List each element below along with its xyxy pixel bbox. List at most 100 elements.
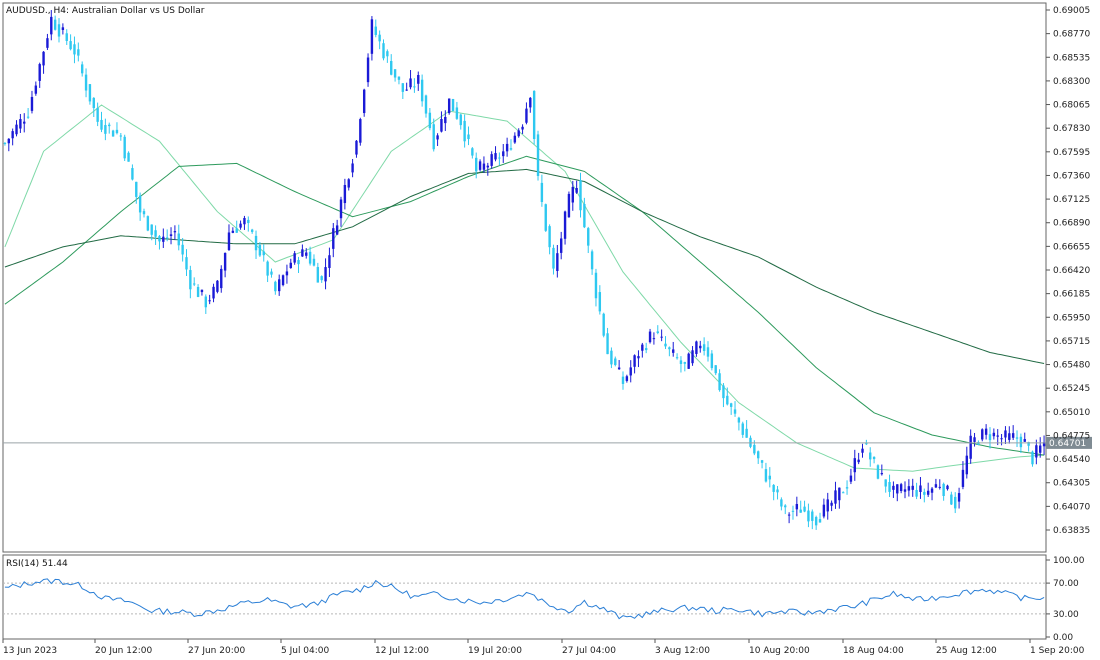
candle-body [339,199,343,219]
candle-body [911,485,914,490]
candle-body [328,255,331,268]
candle-body [818,519,822,523]
candle-body [15,124,18,135]
candle-body [714,365,717,374]
candle-body [625,376,629,381]
candle-body [784,505,787,508]
candle-body [212,286,215,299]
candle-body [77,49,80,56]
candle-body [332,228,335,249]
candle-body [668,347,671,350]
candle-body [857,459,860,463]
candle-body [177,233,180,246]
price-label-box [1046,436,1092,449]
candle-body [278,279,281,292]
candle-body [602,313,605,336]
candle-body [366,57,370,83]
candle-body [324,267,327,282]
candle-body [50,16,53,35]
candle-body [950,494,953,505]
candle-body [196,286,200,297]
candle-body [915,489,918,497]
candle-body [61,27,65,30]
candle-body [42,51,45,66]
candle-body [617,367,621,370]
candle-body [185,257,188,270]
candle-body [988,434,992,441]
candle-body [579,180,582,211]
candle-body [926,490,930,495]
candle-body [814,517,818,526]
candle-body [158,236,161,242]
candle-body [942,483,945,496]
candle-body [1027,442,1030,446]
candle-body [505,143,509,152]
candle-body [289,262,292,269]
candle-body [544,204,547,231]
candle-body [463,120,466,142]
price-tick-label: 0.66890 [1053,219,1090,229]
candle-body [563,211,567,239]
candle-body [216,280,219,292]
candle-body [513,135,517,143]
candle-body [830,502,833,506]
candle-body [208,300,211,302]
candle-body [776,489,779,493]
candle-body [876,465,880,479]
candle-body [405,89,408,91]
candle-body [961,469,965,487]
candle-body [181,244,184,255]
candle-body [189,270,192,290]
price-tick-label: 0.66420 [1053,266,1090,276]
candle-body [648,331,652,343]
candle-body [973,437,976,442]
candle-body [954,496,957,509]
candle-body [467,134,470,140]
time-tick-label: 19 Jul 20:00 [468,646,522,656]
price-tick-label: 0.64070 [1053,502,1090,512]
time-tick-label: 27 Jun 20:00 [188,646,245,656]
candle-body [811,511,814,521]
candle-body [869,452,872,460]
time-tick-label: 1 Sep 20:00 [1030,646,1085,656]
candle-body [934,484,938,488]
candle-body [223,252,227,271]
candle-body [733,409,737,414]
rsi-pane-frame [2,554,1047,640]
rsi-pane[interactable]: RSI(14) 51.44 100.00 70.00 30.00 0.00 [2,554,1085,643]
moving-average-line [4,104,1045,472]
candle-body [92,97,95,109]
candle-body [138,195,142,213]
candle-body [220,268,223,289]
rsi-label: RSI(14) 51.44 [6,559,68,569]
candle-body [486,165,490,168]
rsi-levels [3,582,1046,615]
candle-body [760,460,764,463]
candle-body [729,403,733,407]
price-pane[interactable]: AUDUSD., H4: Australian Dollar vs US Dol… [2,2,1092,553]
current-price-line: 0.64701 [3,436,1092,449]
candle-body [957,493,961,502]
candle-body [834,490,837,504]
candle-body [347,179,350,188]
candle-body [455,107,459,119]
candle-body [706,347,710,357]
candle-body [96,107,99,122]
candle-body [320,276,323,281]
candle-body [965,455,969,475]
candle-body [26,116,30,118]
candle-body [459,114,462,126]
price-axis: 0.69005 0.68770 0.68535 0.68300 0.68065 0.678… [1046,6,1090,536]
candle-body [475,157,478,172]
candle-body [351,163,354,173]
price-tick-label: 0.69005 [1053,6,1090,16]
time-tick-label: 3 Aug 12:00 [655,646,710,656]
candle-body [583,203,586,228]
candle-body [919,485,922,492]
candle-body [428,112,432,129]
candle-body [23,121,26,124]
candle-body [370,19,374,54]
time-tick-label: 13 Jun 2023 [3,646,57,656]
candle-body [1019,436,1023,448]
candle-body [992,432,996,437]
